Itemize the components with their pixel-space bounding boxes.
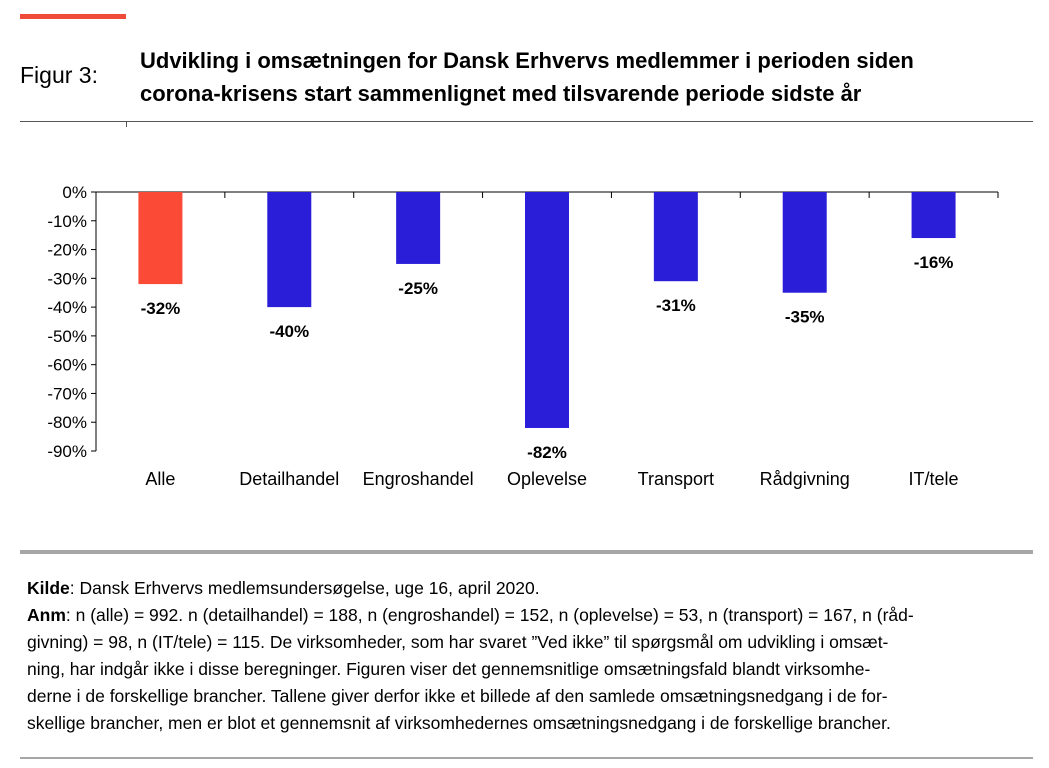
- chart-title-line-2: corona-krisens start sammenlignet med ti…: [140, 81, 862, 106]
- data-label: -32%: [141, 299, 181, 318]
- x-tick-label: Rådgivning: [760, 469, 850, 489]
- bar: [782, 192, 827, 293]
- source-text: : Dansk Erhvervs medlemsundersøgelse, ug…: [69, 578, 540, 598]
- source-line: Kilde: Dansk Erhvervs medlemsundersøgels…: [27, 575, 1037, 602]
- bar-chart: 0% -10% -20% -30% -40% -50% -60% -70% -80% -90% -3…: [47, 183, 999, 489]
- y-tick-label: -50%: [47, 327, 87, 346]
- y-tick-label: -90%: [47, 442, 87, 461]
- source-label: Kilde: [27, 578, 70, 598]
- data-label: -16%: [914, 253, 954, 272]
- y-tick-label: -20%: [47, 241, 87, 260]
- bar: [525, 192, 569, 428]
- x-tick-label: Oplevelse: [507, 469, 587, 489]
- source-notes: Kilde: Dansk Erhvervs medlemsundersøgels…: [27, 575, 1037, 737]
- bar: [267, 192, 312, 308]
- note-line-4: derne i de forskellige brancher. Tallene…: [27, 686, 888, 706]
- note-text-1: : n (alle) = 992. n (detailhandel) = 188…: [65, 605, 914, 625]
- data-label: -82%: [527, 443, 567, 462]
- y-tick-label: -30%: [47, 269, 87, 288]
- title-divider-tick: [126, 121, 127, 127]
- x-tick-label: Transport: [638, 469, 714, 489]
- note-line-2: givning) = 98, n (IT/tele) = 115. De vir…: [27, 632, 889, 652]
- x-tick-label: Detailhandel: [239, 469, 339, 489]
- bar: [653, 192, 698, 282]
- data-label: -35%: [785, 308, 825, 327]
- note-line-3: ning, har indgår ikke i disse beregninge…: [27, 659, 871, 679]
- bar: [396, 192, 441, 264]
- y-tick-label: -60%: [47, 356, 87, 375]
- chart-title-line-1: Udvikling i omsætningen for Dansk Erhver…: [140, 48, 914, 73]
- figure-label: Figur 3:: [20, 62, 98, 88]
- y-tick-label: 0%: [62, 183, 87, 202]
- source-divider-top: [20, 550, 1033, 554]
- x-tick-label: IT/tele: [909, 469, 959, 489]
- source-divider-bottom: [20, 757, 1033, 759]
- y-tick-label: -40%: [47, 298, 87, 317]
- data-label: -40%: [269, 322, 309, 341]
- note-label: Anm: [27, 605, 66, 625]
- y-tick-label: -10%: [47, 212, 87, 231]
- x-tick-label: Engroshandel: [363, 469, 474, 489]
- data-label: -31%: [656, 296, 696, 315]
- title-divider: [20, 121, 1033, 122]
- chart-title: Udvikling i omsætningen for Dansk Erhver…: [140, 44, 1040, 110]
- accent-bar: [20, 14, 126, 19]
- data-label: -25%: [398, 279, 438, 298]
- bar: [911, 192, 956, 239]
- bar: [138, 192, 183, 285]
- note-line-5: skellige brancher, men er blot et gennem…: [27, 713, 891, 733]
- y-tick-label: -80%: [47, 413, 87, 432]
- y-tick-label: -70%: [47, 384, 87, 403]
- x-tick-label: Alle: [145, 469, 175, 489]
- note-line-1: Anm: n (alle) = 992. n (detailhandel) = …: [27, 602, 1037, 629]
